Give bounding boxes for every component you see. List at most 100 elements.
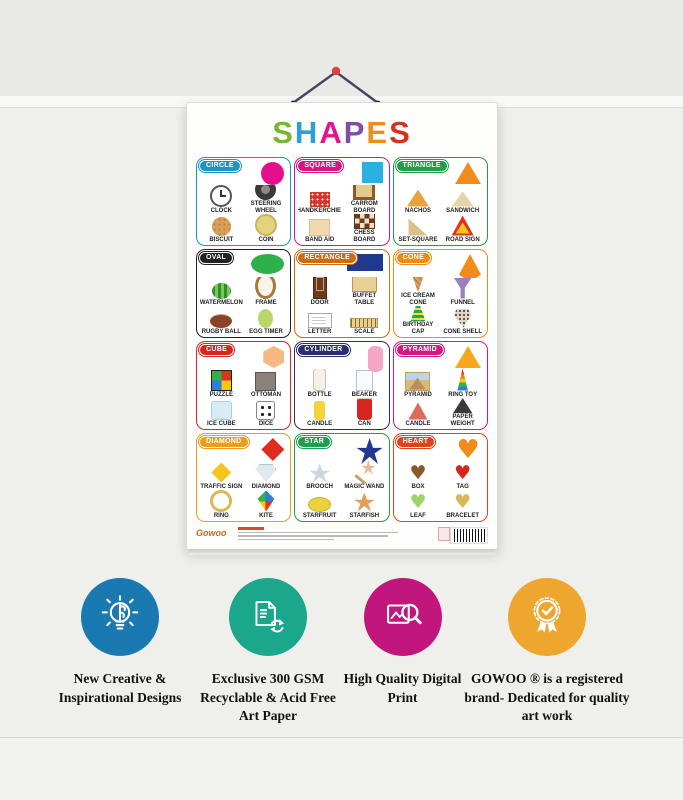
shapes-grid: CIRCLE CLOCK STEERING WHEEL BISCUIT COIN SQUA… (196, 157, 488, 522)
shape-example-label: CHESS BOARD (353, 230, 376, 243)
oval-shape-icon (251, 254, 285, 274)
shape-example: ROAD SIGN (441, 214, 484, 243)
shape-example-label: BOX (411, 483, 425, 490)
starfruit-icon (308, 496, 332, 512)
shape-example: PYRAMID (397, 369, 440, 398)
shape-example: PUZZLE (200, 369, 243, 398)
kite-icon (257, 490, 275, 512)
barcode-icon (450, 527, 488, 544)
diamond-gem-icon (255, 463, 277, 483)
shape-cell-diamond: DIAMOND TRAFFIC SIGN DIAMOND RING KITE (196, 433, 292, 522)
dice-icon (256, 400, 276, 420)
shape-example-label: ROAD SIGN (445, 236, 480, 243)
cell-header-cone: CONE (395, 252, 432, 264)
ottoman-icon (255, 371, 277, 391)
shape-example: ICE CREAM CONE (397, 277, 440, 306)
shape-example: CANDLE (298, 398, 341, 427)
shape-example: DOOR (298, 277, 341, 306)
heart-bracelet-icon (453, 492, 473, 512)
shape-example-label: CAN (357, 420, 371, 427)
ring-icon (210, 490, 233, 512)
traffic-sign-icon (211, 462, 232, 483)
shape-example: CLOCK (200, 185, 243, 214)
shape-example-label: NACHOS (404, 207, 431, 214)
shape-example-label: BUFFET TABLE (352, 293, 377, 306)
can-icon (356, 398, 372, 420)
shape-example: BROOCH (298, 461, 341, 490)
feature-digital-print: High Quality Digital Print (340, 578, 465, 707)
shape-example-label: MAGIC WAND (344, 483, 385, 490)
road-sign-icon (451, 215, 474, 236)
shape-example: STARFRUIT (298, 490, 341, 519)
cone-shape-icon (459, 254, 481, 278)
shape-example-label: DIAMOND (251, 483, 281, 490)
chess-board-icon (353, 214, 375, 229)
shape-example: DIAMOND (245, 461, 288, 490)
shape-example: BAND AID (298, 214, 341, 243)
shape-example: NACHOS (397, 185, 440, 214)
heart-shape-icon: ♥ (456, 435, 480, 465)
shape-example-label: SET-SQUARE (398, 236, 438, 243)
shape-cell-cube: CUBE PUZZLE OTTOMAN ICE CUBE DICE (196, 341, 292, 430)
title-letter: S (389, 115, 412, 150)
title-letter: E (366, 115, 390, 150)
floor-background (0, 737, 683, 800)
square-shape-icon (361, 162, 383, 183)
cell-header-cylinder: CYLINDER (297, 344, 350, 356)
shape-example: PAPER WEIGHT (441, 398, 484, 427)
feature-art-paper: Exclusive 300 GSM Recyclable & Acid Free… (192, 578, 344, 726)
shape-example-label: PYRAMID (404, 391, 432, 398)
shape-example-label: TRAFFIC SIGN (200, 483, 243, 490)
shape-example: BOTTLE (298, 369, 341, 398)
shape-example-label: BAND AID (305, 236, 335, 243)
shapes-chart-poster: SHAPES CIRCLE CLOCK STEERING WHEEL BISCUIT C… (186, 102, 498, 555)
shape-example-label: SANDWICH (446, 207, 480, 214)
cell-header-triangle: TRIANGLE (395, 160, 448, 172)
shape-example: BEAKER (343, 369, 386, 398)
pyramid-photo-icon (405, 371, 431, 391)
scale-icon (350, 317, 379, 328)
triangle-shape-icon (455, 162, 481, 184)
shape-example-label: RUGBY BALL (201, 328, 241, 335)
shape-cell-star: STAR BROOCH MAGIC WAND STARFRUIT STARFISH (294, 433, 390, 522)
set-square-icon (408, 218, 428, 236)
shape-cell-cone: CONE ICE CREAM CONE FUNNEL BIRTHDAY CAP CONE… (392, 249, 488, 338)
shape-example: FRAME (245, 277, 288, 306)
shape-example: COIN (245, 214, 288, 243)
shape-example: BRACELET (441, 490, 484, 519)
shape-example-label: CONE SHELL (443, 328, 482, 335)
ice-cream-cone-icon (410, 277, 426, 292)
shape-example: LEAF (397, 490, 440, 519)
shape-example: MAGIC WAND (343, 461, 386, 490)
shape-example: CHESS BOARD (343, 214, 386, 243)
puzzle-icon (210, 369, 232, 391)
pyramid-shape-icon (455, 346, 481, 368)
carrom-board-icon (353, 185, 376, 200)
shape-example-label: SCALE (354, 328, 375, 335)
magic-wand-icon (353, 461, 375, 483)
title-letter: A (319, 115, 344, 150)
starfish-icon (353, 492, 375, 512)
shape-example-label: BRACELET (446, 512, 479, 519)
shape-example-label: ICE CUBE (206, 420, 236, 427)
shape-example: SANDWICH (441, 185, 484, 214)
title-letter: S (272, 115, 295, 150)
shape-example-label: LETTER (307, 328, 332, 335)
shape-example-label: BIRTHDAY CAP (402, 322, 434, 335)
circle-shape-icon (261, 162, 285, 185)
frame-icon (255, 277, 277, 299)
shape-example: BISCUIT (200, 214, 243, 243)
shape-example-label: BOTTLE (307, 391, 332, 398)
shape-example-label: RING TOY (448, 391, 478, 398)
shape-example-label: CARROM BOARD (350, 201, 378, 214)
feature-caption: High Quality Digital Print (343, 671, 462, 705)
shape-example: KITE (245, 490, 288, 519)
shape-example: CAN (343, 398, 386, 427)
shape-example-label: STEERING WHEEL (250, 201, 282, 214)
cell-header-square: SQUARE (297, 160, 344, 172)
shape-cell-triangle: TRIANGLE NACHOS SANDWICH SET-SQUARE ROAD SIG… (392, 157, 488, 246)
shape-example-label: FUNNEL (450, 299, 475, 306)
beaker-icon (355, 369, 373, 391)
coin-icon (254, 214, 277, 236)
